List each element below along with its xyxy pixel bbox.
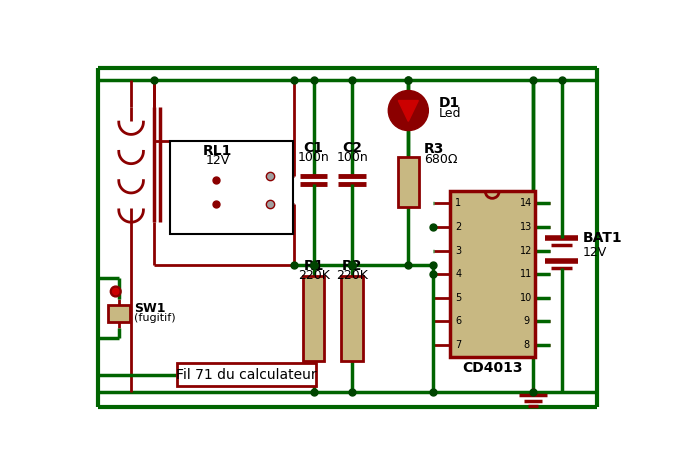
Text: 12V: 12V <box>205 154 229 167</box>
Text: R2: R2 <box>342 259 362 273</box>
Text: 100n: 100n <box>336 151 368 164</box>
Text: R1: R1 <box>303 259 324 273</box>
Text: 5: 5 <box>455 293 462 303</box>
Text: CD4013: CD4013 <box>462 361 523 375</box>
Bar <box>108 305 129 322</box>
Text: 9: 9 <box>523 316 529 327</box>
Circle shape <box>388 91 428 131</box>
Text: BAT1: BAT1 <box>583 231 622 244</box>
Text: C2: C2 <box>342 141 362 154</box>
Polygon shape <box>398 101 418 121</box>
Text: 13: 13 <box>520 222 532 232</box>
Bar <box>178 363 316 386</box>
Circle shape <box>113 288 119 295</box>
Text: 220K: 220K <box>336 269 368 282</box>
Text: 2: 2 <box>455 222 462 232</box>
Text: 14: 14 <box>520 198 532 208</box>
Bar <box>303 276 324 361</box>
Text: Led: Led <box>439 107 462 120</box>
Text: 12: 12 <box>520 245 532 255</box>
Text: 8: 8 <box>523 340 529 350</box>
Text: 1: 1 <box>456 198 462 208</box>
Bar <box>341 276 363 361</box>
Circle shape <box>111 286 121 297</box>
Text: C1: C1 <box>304 141 323 154</box>
Bar <box>397 157 419 207</box>
Text: 4: 4 <box>456 269 462 279</box>
Text: (fugitif): (fugitif) <box>134 313 176 323</box>
Text: SW1: SW1 <box>134 302 165 315</box>
Text: RL1: RL1 <box>203 143 232 158</box>
Text: 11: 11 <box>520 269 532 279</box>
Text: D1: D1 <box>439 96 460 110</box>
Text: 680Ω: 680Ω <box>424 152 457 166</box>
Text: 3: 3 <box>456 245 462 255</box>
Text: 12V: 12V <box>583 246 607 260</box>
Bar <box>170 141 293 234</box>
Text: 10: 10 <box>520 293 532 303</box>
Bar <box>450 191 534 357</box>
Text: 220K: 220K <box>298 269 330 282</box>
Text: R3: R3 <box>424 142 444 156</box>
Text: 7: 7 <box>455 340 462 350</box>
Text: 100n: 100n <box>298 151 330 164</box>
Text: 6: 6 <box>456 316 462 327</box>
Text: Fil 71 du calculateur: Fil 71 du calculateur <box>176 368 317 382</box>
